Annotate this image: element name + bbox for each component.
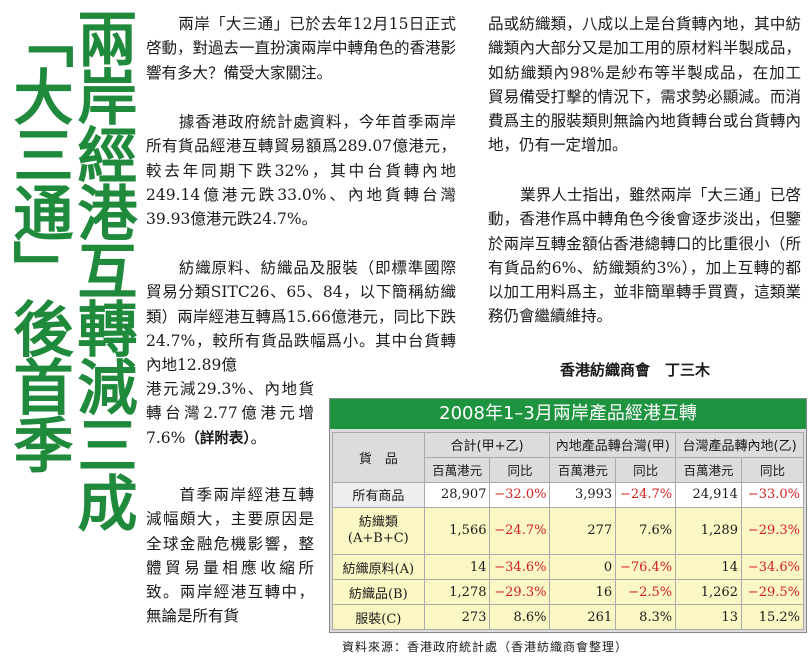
paragraph-text: 兩岸「大三通」已於去年12月15日正式啓動，對過去一直扮演兩岸中轉角色的香港影響… xyxy=(146,15,457,82)
cell-change: −76.4% xyxy=(615,554,677,581)
paragraph-text: 紡織原料、紡織品及服裝（即標準國際貿易分類SITC26、65、84，以下簡稱紡織… xyxy=(146,259,456,375)
paragraph-text: 據香港政府統計處資料，今年首季兩岸所有貨品經港互轉貿易額爲289.07億港元，較… xyxy=(146,113,456,229)
paragraph-outlook: 業界人士指出，雖然兩岸「大三通」已啓動，香港作爲中轉角色今後會逐步淡出，但鑒於兩… xyxy=(488,183,801,329)
cell-value: 277 xyxy=(549,506,617,556)
cell-value: 14 xyxy=(423,554,491,581)
subheader-change: 同比 xyxy=(489,456,551,483)
cell-value: 273 xyxy=(423,604,491,630)
row-label: 服裝(C) xyxy=(332,604,425,630)
cell-value: 1,566 xyxy=(423,506,491,556)
cell-value: 16 xyxy=(549,579,617,606)
cell-change: −34.6% xyxy=(489,554,551,581)
paragraph-text: 首季兩岸經港互轉減幅頗大，主要原因是全球金融危機影響，整體貿易量相應收縮所致。兩… xyxy=(146,486,314,626)
cell-change: −29.5% xyxy=(740,579,805,606)
cell-value: 0 xyxy=(549,554,617,581)
cell-change: −29.3% xyxy=(489,579,551,606)
header-mainland-to-taiwan: 內地產品轉台灣(甲) xyxy=(549,432,677,458)
cell-change: −33.0% xyxy=(740,481,805,508)
row-label: 紡織原料(A) xyxy=(332,554,425,581)
paragraph-text: 品或紡織類，八成以上是台貨轉內地，其中紡織類內大部分又是加工用的原材料半製成品，… xyxy=(488,15,801,155)
paragraph-analysis: 品或紡織類，八成以上是台貨轉內地，其中紡織類內大部分又是加工用的原材料半製成品，… xyxy=(488,12,801,158)
table-row: 所有商品 28,907 −32.0% 3,993 −24.7% 24,914 −33.0% xyxy=(332,481,805,508)
paragraph-textiles: 紡織原料、紡織品及服裝（即標準國際貿易分類SITC26、65、84，以下簡稱紡織… xyxy=(146,256,456,377)
cell-value: 14 xyxy=(675,554,742,581)
cell-value: 3,993 xyxy=(549,481,617,508)
row-label: 紡織類(A+B+C) xyxy=(332,506,425,556)
paragraph-stats: 據香港政府統計處資料，今年首季兩岸所有貨品經港互轉貿易額爲289.07億港元，較… xyxy=(146,110,456,231)
row-label: 所有商品 xyxy=(332,481,425,508)
table-source: 資料來源：香港政府統計處（香港紡織商會整理） xyxy=(342,640,629,654)
cell-value: 1,262 xyxy=(675,579,742,606)
paragraph-text: 業界人士指出，雖然兩岸「大三通」已啓動，香港作爲中轉角色今後會逐步淡出，但鑒於兩… xyxy=(488,186,801,326)
table-row: 紡織品(B) 1,278 −29.3% 16 −2.5% 1,262 −29.5% xyxy=(332,579,805,606)
cell-change: 8.6% xyxy=(489,604,551,630)
subheader-change: 同比 xyxy=(615,456,677,483)
row-label: 紡織品(B) xyxy=(332,579,425,606)
cell-change: −34.6% xyxy=(740,554,805,581)
cell-change: −24.7% xyxy=(615,481,677,508)
cell-change: −2.5% xyxy=(615,579,677,606)
cell-value: 1,278 xyxy=(423,579,491,606)
author-signature: 香港紡織商會 丁三木 xyxy=(560,361,711,379)
paragraph-textiles-cont: 港元減29.3%、內地貨轉台灣2.77億港元增7.6%（詳附表）。 xyxy=(146,377,314,451)
table-title: 2008年1–3月兩岸產品經港互轉 xyxy=(330,399,806,429)
cell-value: 13 xyxy=(675,604,742,630)
header-taiwan-to-mainland: 台灣產品轉內地(乙) xyxy=(675,432,804,458)
header-total: 合計(甲+乙) xyxy=(423,432,551,458)
cell-change: 8.3% xyxy=(615,604,677,630)
paragraph-text: 。 xyxy=(250,428,267,447)
headline-sub: 「大三通」後首季 xyxy=(3,8,73,472)
headline-main: 兩岸經港互轉減三成 xyxy=(67,8,137,530)
cell-change: −24.7% xyxy=(489,506,551,556)
data-table: 貨 品 合計(甲+乙) 內地產品轉台灣(甲) 台灣產品轉內地(乙) 百萬港元 同… xyxy=(332,432,805,630)
data-table-box: 2008年1–3月兩岸產品經港互轉 貨 品 合計(甲+乙) 內地產品轉台灣(甲)… xyxy=(329,398,807,633)
cell-change: 7.6% xyxy=(615,506,677,556)
paragraph-intro: 兩岸「大三通」已於去年12月15日正式啓動，對過去一直扮演兩岸中轉角色的香港影響… xyxy=(146,12,456,85)
subheader-value: 百萬港元 xyxy=(549,456,617,483)
cell-value: 28,907 xyxy=(423,481,491,508)
table-reference: （詳附表） xyxy=(185,430,251,447)
cell-value: 24,914 xyxy=(675,481,742,508)
paragraph-text: 港元減29.3%、內地貨轉台灣2.77億港元增7.6% xyxy=(146,380,314,447)
header-goods: 貨 品 xyxy=(332,432,425,483)
table-row: 紡織類(A+B+C) 1,566 −24.7% 277 7.6% 1,289 −29.3% xyxy=(332,506,805,556)
subheader-value: 百萬港元 xyxy=(675,456,742,483)
table-row: 紡織原料(A) 14 −34.6% 0 −76.4% 14 −34.6% xyxy=(332,554,805,581)
paragraph-reason: 首季兩岸經港互轉減幅頗大，主要原因是全球金融危機影響，整體貿易量相應收縮所致。兩… xyxy=(146,483,314,629)
cell-value: 1,289 xyxy=(675,506,742,556)
cell-change: 15.2% xyxy=(740,604,805,630)
cell-change: −29.3% xyxy=(740,506,805,556)
table-row: 服裝(C) 273 8.6% 261 8.3% 13 15.2% xyxy=(332,604,805,630)
cell-value: 261 xyxy=(549,604,617,630)
cell-change: −32.0% xyxy=(489,481,551,508)
subheader-value: 百萬港元 xyxy=(423,456,491,483)
subheader-change: 同比 xyxy=(740,456,805,483)
